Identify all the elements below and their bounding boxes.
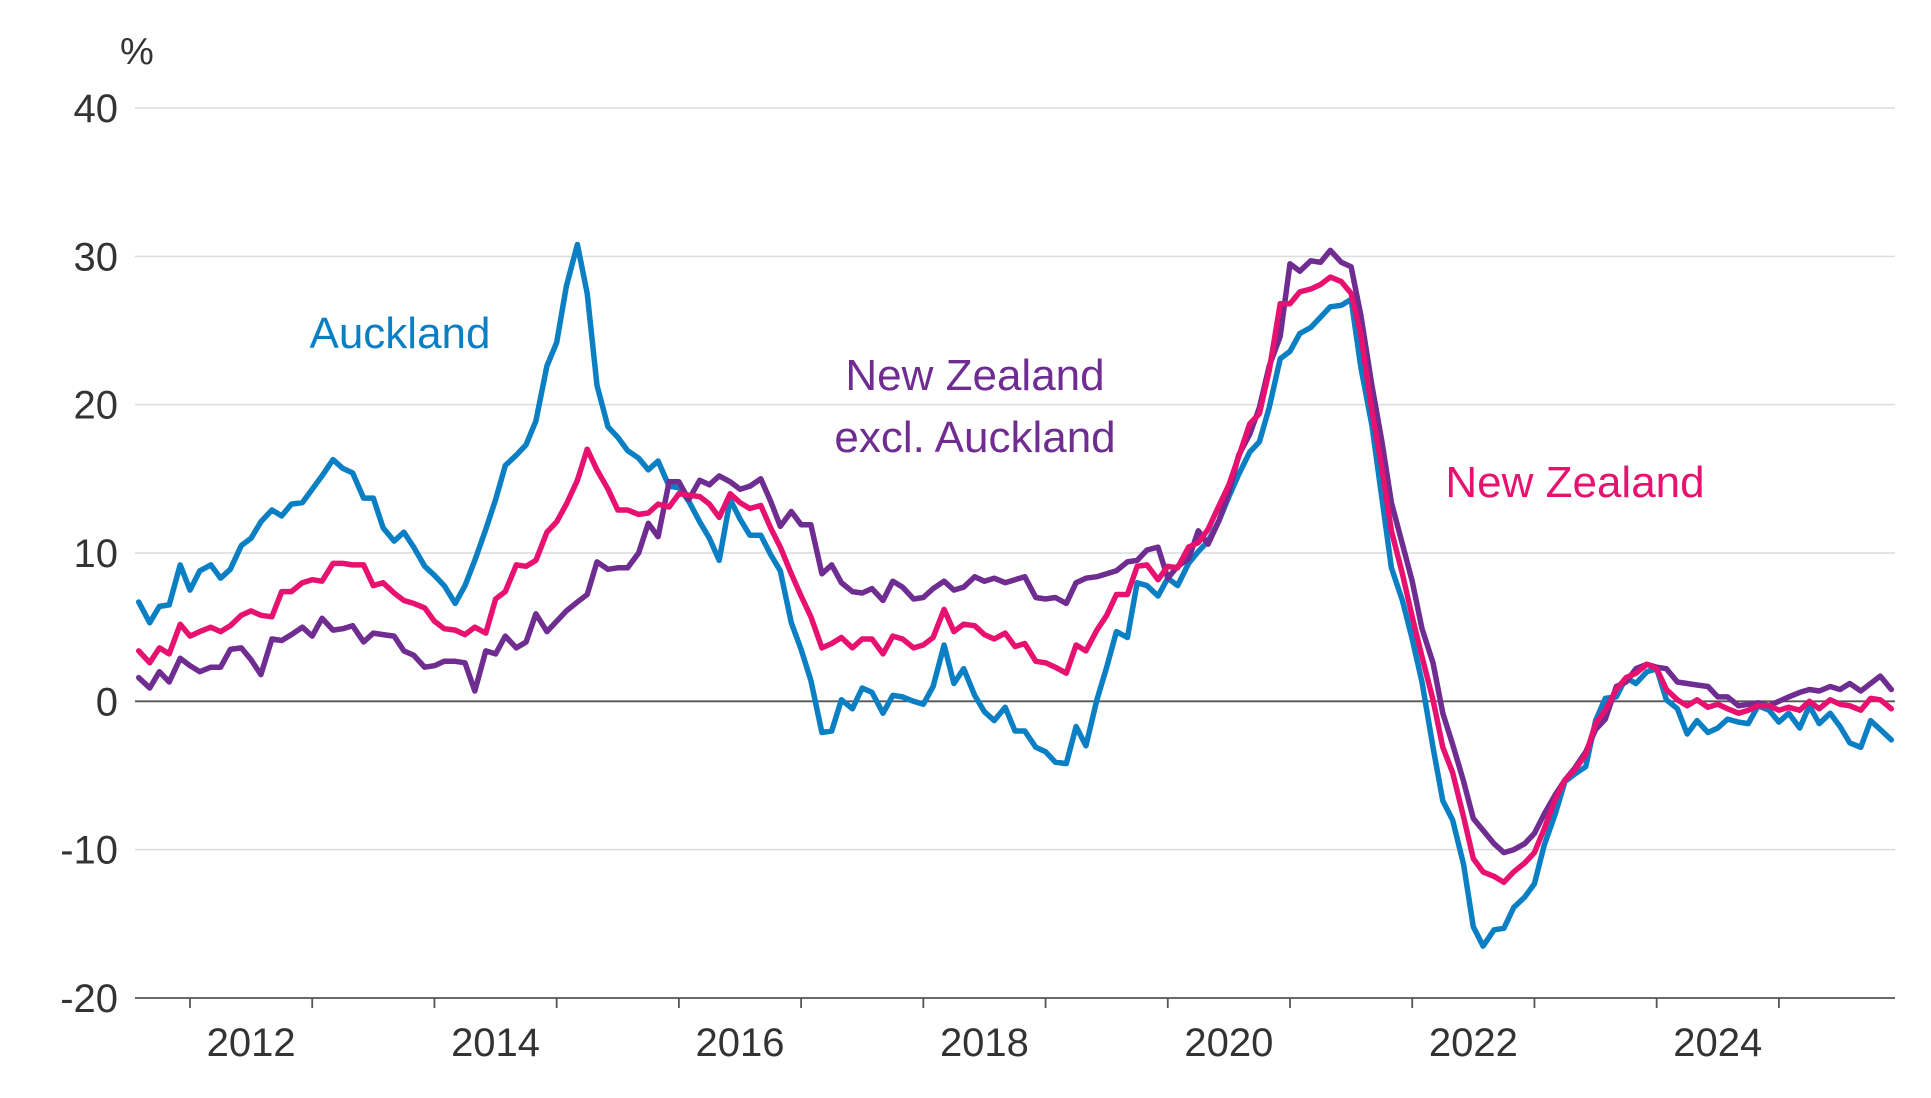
y-unit-label: % bbox=[120, 31, 154, 73]
y-tick-label: 30 bbox=[74, 235, 119, 279]
axes: -20 -10 0 10 20 30 40 2012 2014 2016 2018 2020 2022 2… bbox=[60, 87, 1895, 1065]
x-tick-label: 2020 bbox=[1184, 1021, 1273, 1065]
x-tick-label: 2024 bbox=[1673, 1021, 1762, 1065]
y-tick-label: 10 bbox=[74, 532, 119, 576]
series-lines bbox=[135, 241, 1895, 949]
x-tick-label: 2012 bbox=[207, 1021, 296, 1065]
x-tick-label: 2016 bbox=[696, 1021, 785, 1065]
y-tick-label: 20 bbox=[74, 384, 119, 428]
series-label-new-zealand-excl-auckland: New Zealand excl. Auckland bbox=[834, 351, 1115, 462]
x-tick-label: 2014 bbox=[451, 1021, 540, 1065]
series-line-new-zealand bbox=[135, 274, 1895, 886]
series-line-auckland bbox=[135, 241, 1895, 949]
x-tick-label: 2018 bbox=[940, 1021, 1029, 1065]
y-tick-label: 0 bbox=[96, 680, 118, 724]
x-tick-label: 2022 bbox=[1429, 1021, 1518, 1065]
series-line-new-zealand-excl-auckland bbox=[135, 247, 1895, 856]
gridlines bbox=[135, 107, 1895, 851]
y-tick-label: 40 bbox=[74, 87, 119, 131]
y-tick-label: -20 bbox=[60, 977, 118, 1021]
y-tick-label: -10 bbox=[60, 829, 118, 873]
series-label-new-zealand: New Zealand bbox=[1445, 458, 1704, 507]
series-label-auckland: Auckland bbox=[309, 309, 490, 358]
series-labels: Auckland New Zealand New Zealand excl. Auck… bbox=[309, 309, 1704, 507]
